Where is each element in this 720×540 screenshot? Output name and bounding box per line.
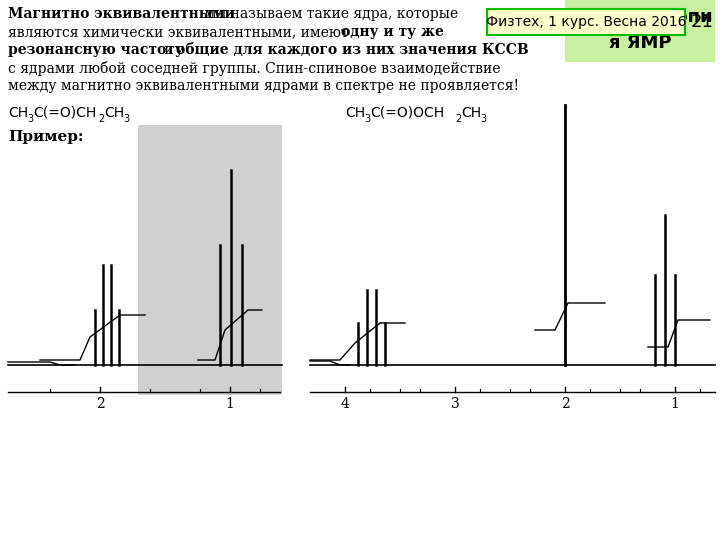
Text: 21: 21 xyxy=(690,13,714,31)
Text: 3: 3 xyxy=(451,397,459,411)
Text: и: и xyxy=(160,43,178,57)
Text: 3: 3 xyxy=(27,114,33,124)
Text: являются химически эквивалентными, имеют: являются химически эквивалентными, имеют xyxy=(8,25,353,39)
Text: CH: CH xyxy=(104,106,124,120)
Text: с ядрами любой соседней группы. Спин-спиновое взаимодействие: с ядрами любой соседней группы. Спин-спи… xyxy=(8,61,500,76)
Text: между магнитно эквивалентными ядрами в спектре не проявляется!: между магнитно эквивалентными ядрами в с… xyxy=(8,79,519,93)
Text: 3: 3 xyxy=(123,114,129,124)
Text: одну и ту же: одну и ту же xyxy=(341,25,444,39)
Text: CH: CH xyxy=(345,106,365,120)
Bar xyxy=(487,9,685,35)
Text: 2: 2 xyxy=(455,114,462,124)
Text: CH: CH xyxy=(461,106,481,120)
Text: 3: 3 xyxy=(364,114,370,124)
Text: 4: 4 xyxy=(341,397,349,411)
Bar xyxy=(138,125,282,395)
Text: 3: 3 xyxy=(480,114,486,124)
Text: C(=O)OCH: C(=O)OCH xyxy=(370,106,444,120)
Text: общие для каждого из них значения КССВ: общие для каждого из них значения КССВ xyxy=(176,43,528,57)
Text: 1: 1 xyxy=(225,397,235,411)
Text: 2: 2 xyxy=(561,397,570,411)
Text: 2: 2 xyxy=(96,397,104,411)
Text: резонансную частоту: резонансную частоту xyxy=(8,43,184,57)
Bar xyxy=(565,0,715,62)
Text: C(=O)CH: C(=O)CH xyxy=(33,106,96,120)
Text: Спектроскопи
я ЯМР: Спектроскопи я ЯМР xyxy=(567,9,713,51)
Text: Пример:: Пример: xyxy=(8,130,84,144)
Text: 1: 1 xyxy=(670,397,680,411)
Text: CH: CH xyxy=(8,106,28,120)
Text: мы называем такие ядра, которые: мы называем такие ядра, которые xyxy=(200,7,458,21)
Text: Магнитно эквивалентными: Магнитно эквивалентными xyxy=(8,7,235,21)
Text: Физтех, 1 курс. Весна 2016: Физтех, 1 курс. Весна 2016 xyxy=(486,15,686,29)
Text: 2: 2 xyxy=(98,114,104,124)
